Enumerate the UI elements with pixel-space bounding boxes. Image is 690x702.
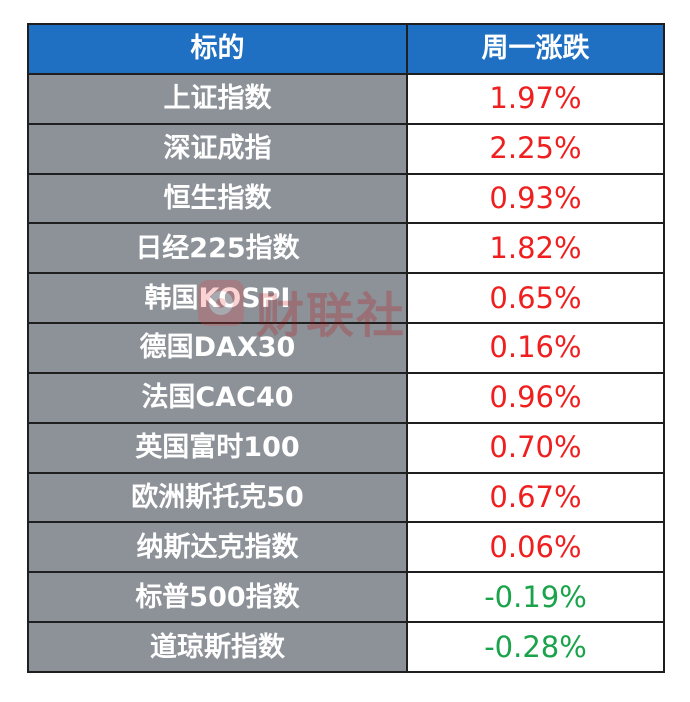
table-row-change: 0.16% <box>408 324 663 372</box>
table-row-name: 英国富时100 <box>29 423 406 472</box>
table-row-name: 标普500指数 <box>29 573 406 622</box>
table-row-change: 1.82% <box>408 224 663 273</box>
table-row-change: 0.06% <box>408 523 663 572</box>
table-row-name: 法国CAC40 <box>29 373 406 422</box>
table-row-name: 道琼斯指数 <box>29 623 406 671</box>
table-row-change: -0.28% <box>408 623 663 671</box>
table-row-change: -0.19% <box>408 573 663 622</box>
table-row-change: 0.93% <box>408 174 663 223</box>
table-row-change: 2.25% <box>408 124 663 173</box>
table-row-name: 德国DAX30 <box>29 324 406 372</box>
header-target: 标的 <box>29 25 406 73</box>
table-row-change: 1.97% <box>408 74 663 123</box>
header-monday-change: 周一涨跌 <box>408 25 663 73</box>
table-row-name: 韩国KOSPI <box>29 274 406 323</box>
index-change-table: 标的 周一涨跌 上证指数 1.97% 深证成指 2.25% 恒生指数 0.93% 日经225… <box>27 23 665 673</box>
table-row-name: 欧洲斯托克50 <box>29 473 406 522</box>
table-row-name: 日经225指数 <box>29 224 406 273</box>
table-row-name: 纳斯达克指数 <box>29 523 406 572</box>
table-row-change: 0.70% <box>408 423 663 472</box>
table-row-name: 上证指数 <box>29 74 406 123</box>
table-row-change: 0.96% <box>408 373 663 422</box>
table-row-change: 0.67% <box>408 473 663 522</box>
table-row-change: 0.65% <box>408 274 663 323</box>
table-row-name: 深证成指 <box>29 124 406 173</box>
table-row-name: 恒生指数 <box>29 174 406 223</box>
